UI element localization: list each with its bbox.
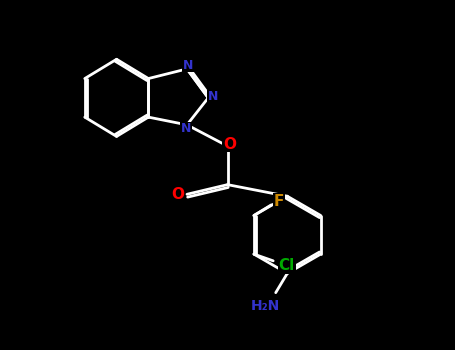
Text: H₂N: H₂N [251,299,280,313]
Text: F: F [274,194,284,209]
Text: O: O [171,187,184,202]
Text: N: N [181,122,191,135]
Text: N: N [183,58,193,71]
Text: N: N [208,90,218,103]
Text: Cl: Cl [278,258,295,273]
Text: O: O [223,136,236,152]
